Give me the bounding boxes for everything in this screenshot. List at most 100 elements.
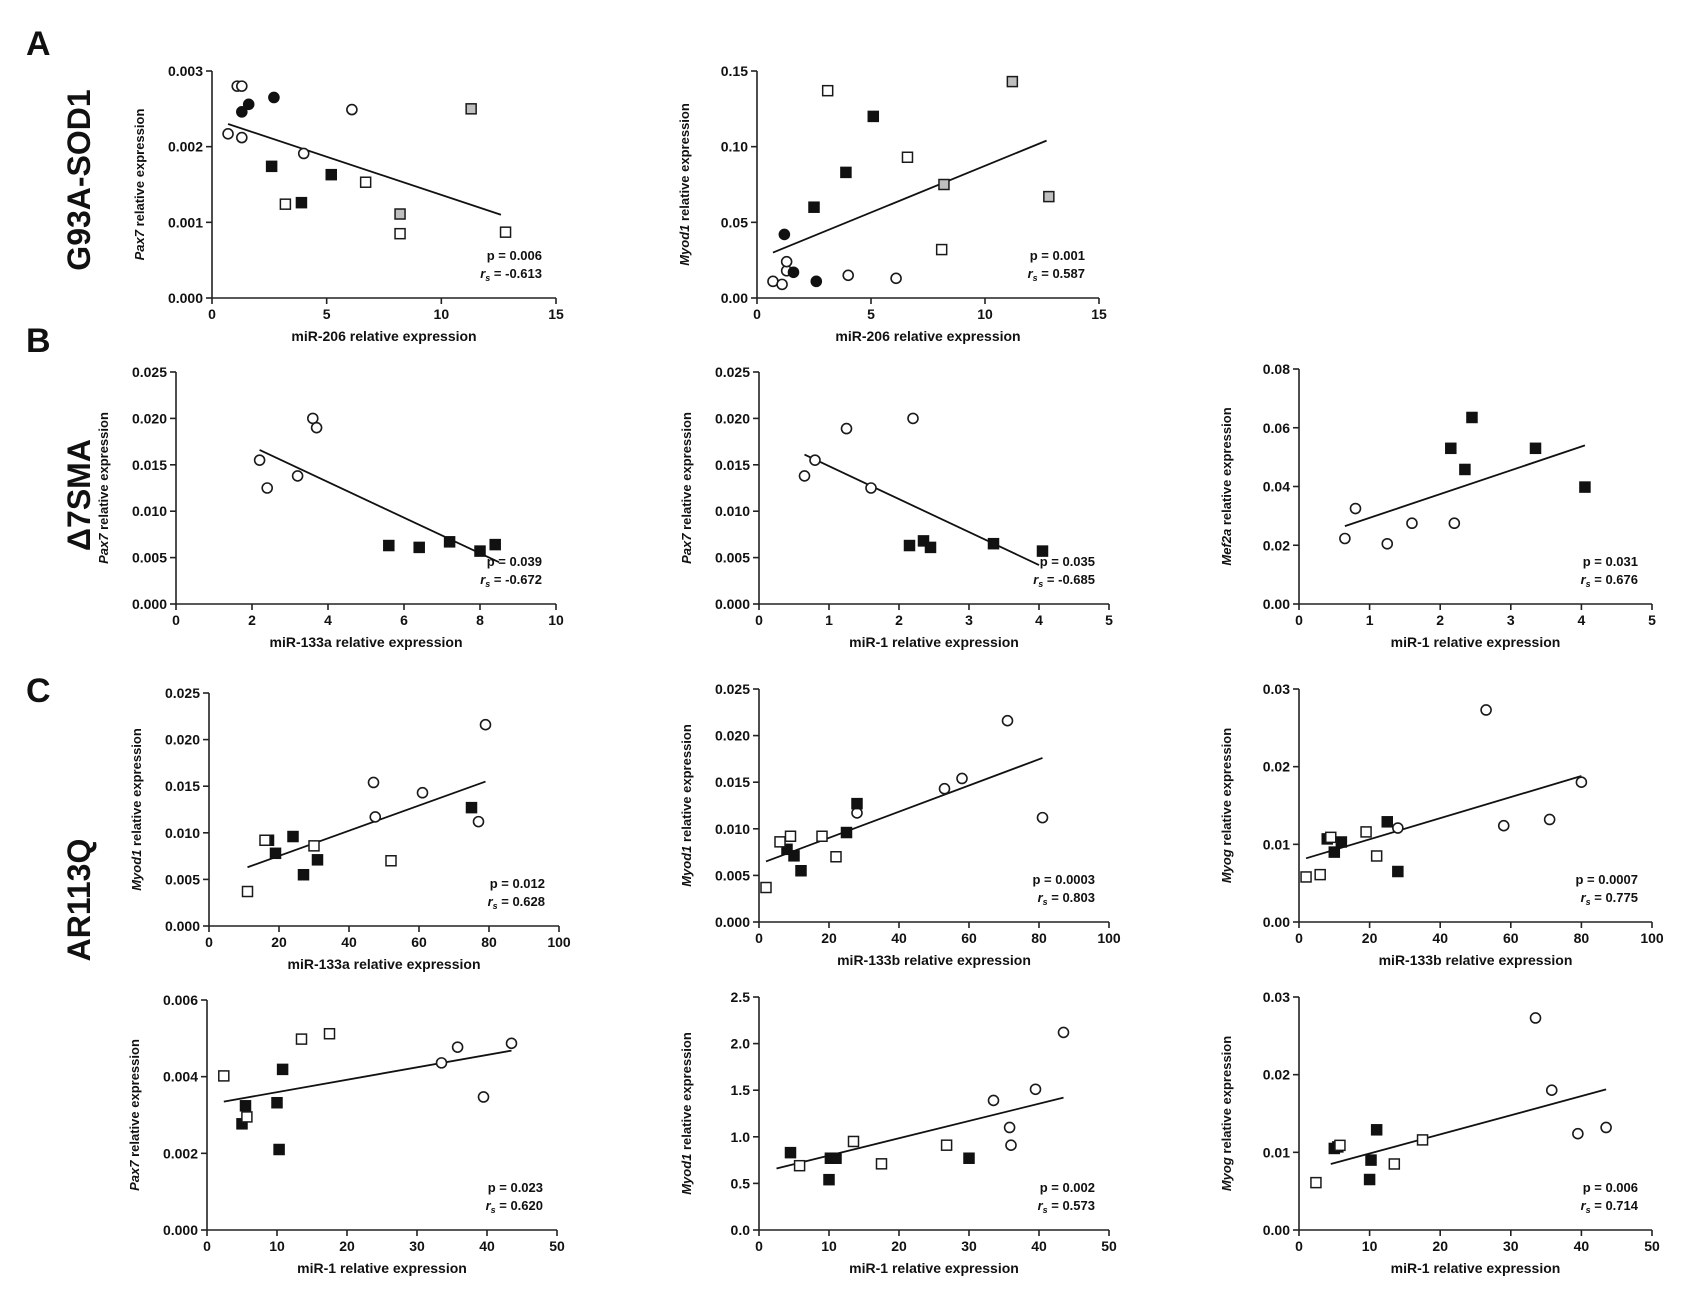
y-tick-label: 0.00 (1263, 596, 1290, 612)
data-point-open-circle (865, 482, 877, 494)
data-point-open-circle (261, 482, 274, 494)
y-axis-label: Myod1 relative expression (679, 724, 694, 887)
regression-line (1330, 1088, 1607, 1165)
x-tick-label: 5 (323, 306, 331, 322)
r-subscript: s (493, 901, 498, 911)
x-tick-label: 10 (434, 306, 450, 322)
data-point-gray-square (394, 208, 406, 220)
data-point-open-square (793, 1159, 806, 1172)
data-point-open-circle (851, 807, 863, 819)
data-point-filled-square (823, 1173, 835, 1186)
y-axis-label-gene: Myog (1219, 849, 1234, 883)
x-tick-label: 1 (1366, 612, 1374, 628)
r-value-label: rs = 0.714 (1581, 1198, 1639, 1215)
y-tick-label: 0.03 (1263, 681, 1290, 697)
data-point-open-circle (1057, 1026, 1070, 1039)
y-axis-label-rest: relative expression (679, 724, 694, 845)
r-value: = 0.620 (496, 1198, 543, 1213)
y-axis-label-rest: relative expression (1219, 728, 1234, 849)
y-tick-label: 1.5 (731, 1082, 751, 1098)
y-tick-label: 0.04 (1263, 479, 1290, 495)
x-tick-label: 10 (821, 1238, 837, 1254)
chart-b3: 0 1 2 3 4 5 0.00 0.02 0.04 0.06 0.08 miR-1 relative… (1219, 361, 1656, 650)
y-tick-label: 0.010 (715, 821, 750, 837)
y-tick-label: 0.00 (721, 290, 748, 306)
x-axis-label: miR-133a relative expression (270, 634, 463, 650)
regression-line (772, 139, 1047, 254)
regression-line (776, 1096, 1064, 1170)
data-point-filled-square (1459, 463, 1471, 476)
x-tick-label: 0 (203, 1238, 211, 1254)
data-point-open-circle (780, 255, 793, 268)
data-point-filled-circle (787, 266, 800, 279)
x-tick-label: 15 (548, 306, 564, 322)
data-point-open-circle (297, 147, 310, 160)
x-tick-label: 40 (1031, 1238, 1047, 1254)
r-subscript: s (485, 579, 490, 589)
y-tick-label: 0.01 (1263, 1144, 1290, 1160)
y-axis-label: Mef2a relative expression (1219, 407, 1234, 565)
y-tick-label: 0.020 (132, 410, 167, 426)
x-tick-label: 30 (409, 1238, 425, 1254)
y-tick-label: 0.025 (715, 681, 750, 697)
x-tick-label: 10 (269, 1238, 285, 1254)
x-tick-label: 80 (481, 934, 497, 950)
data-point-open-square (816, 830, 828, 843)
y-axis-label: Pax7 relative expression (132, 109, 147, 261)
y-tick-label: 0.015 (715, 774, 750, 790)
y-tick-label: 0.010 (132, 503, 167, 519)
data-point-open-square (1325, 831, 1337, 844)
y-axis-label-gene: Pax7 (127, 1160, 142, 1191)
y-tick-label: 0.08 (1263, 361, 1290, 377)
data-point-open-square (875, 1158, 888, 1170)
data-point-filled-circle (236, 106, 248, 118)
y-tick-label: 0.000 (163, 1222, 198, 1238)
p-value-label: p = 0.031 (1583, 554, 1638, 569)
y-axis-label-gene: Pax7 (132, 229, 147, 260)
data-point-open-circle (776, 278, 788, 291)
data-point-open-square (1334, 1139, 1346, 1152)
y-tick-label: 0.004 (163, 1069, 198, 1085)
y-axis-label-gene: Pax7 (679, 533, 694, 564)
y-tick-label: 0.015 (165, 778, 200, 794)
r-value: = -0.685 (1043, 572, 1095, 587)
data-point-open-square (901, 151, 914, 164)
data-point-gray-square (1006, 75, 1019, 88)
x-axis-label: miR-1 relative expression (1391, 634, 1561, 650)
data-point-filled-square (924, 541, 937, 554)
x-tick-label: 0 (1295, 930, 1303, 946)
data-point-open-circle (1600, 1121, 1612, 1134)
r-symbol: r (1033, 572, 1039, 587)
data-point-open-square (830, 851, 842, 863)
data-point-open-circle (1575, 776, 1588, 789)
x-tick-label: 100 (1097, 930, 1121, 946)
y-axis-label: Pax7 relative expression (679, 412, 694, 564)
y-axis-label: Pax7 relative expression (96, 412, 111, 564)
data-point-filled-square (1365, 1154, 1377, 1166)
chart-c6: 0 10 20 30 40 50 0.00 0.01 0.02 0.03 miR-1 relativ… (1219, 989, 1660, 1276)
y-axis-label: Myog relative expression (1219, 728, 1234, 883)
y-tick-label: 1.0 (731, 1129, 751, 1145)
data-point-open-circle (291, 470, 304, 482)
data-point-filled-square (781, 843, 793, 856)
y-tick-label: 0.06 (1263, 420, 1290, 436)
data-point-open-circle (842, 269, 855, 282)
data-point-open-square (259, 834, 271, 847)
y-tick-label: 0.002 (163, 1145, 198, 1161)
data-point-open-square (774, 836, 786, 848)
x-tick-label: 60 (961, 930, 977, 946)
data-point-filled-square (465, 801, 478, 814)
data-point-open-square (1310, 1176, 1322, 1189)
x-axis-label: miR-1 relative expression (297, 1260, 467, 1276)
x-tick-label: 40 (1432, 930, 1448, 946)
chart-b2: 0 1 2 3 4 5 0.000 0.005 0.010 0.015 0.020 0.025 miR-… (679, 364, 1113, 650)
data-point-filled-circle (810, 275, 823, 288)
r-value: = -0.613 (490, 266, 542, 281)
y-axis-label-gene: Myog (1219, 1157, 1234, 1191)
x-tick-label: 40 (1574, 1238, 1590, 1254)
y-tick-label: 0.002 (168, 139, 203, 155)
r-value-label: rs = -0.613 (480, 266, 542, 283)
data-point-open-circle (346, 103, 358, 116)
row-label-ar113q: AR113Q (61, 839, 97, 962)
data-point-filled-square (443, 536, 456, 548)
